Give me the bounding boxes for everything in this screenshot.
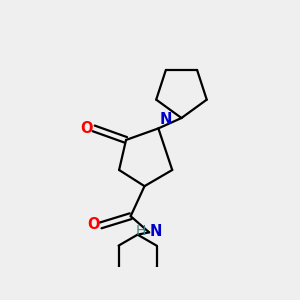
Text: O: O	[87, 217, 100, 232]
Text: O: O	[80, 121, 92, 136]
Text: N: N	[160, 112, 172, 127]
Text: N: N	[150, 224, 162, 239]
Text: H: H	[136, 224, 146, 238]
